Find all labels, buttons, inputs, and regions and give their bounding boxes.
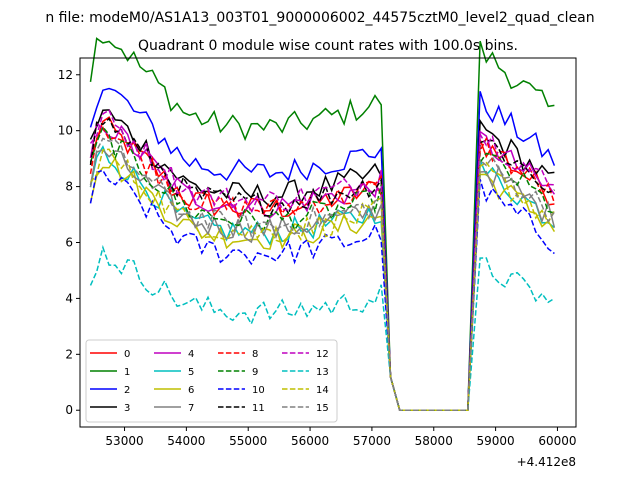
series-line-2 (89, 87, 556, 411)
legend-label-3: 3 (124, 403, 130, 414)
x-tick-label: 54000 (167, 434, 205, 448)
legend-box (85, 339, 338, 423)
legend-label-11: 11 (252, 403, 265, 414)
legend-label-2: 2 (124, 385, 130, 396)
y-tick-label: 10 (58, 124, 73, 138)
legend-label-7: 7 (188, 403, 194, 414)
legend-label-8: 8 (252, 349, 258, 360)
x-offset-label: +4.412e8 (517, 455, 576, 469)
legend-label-5: 5 (188, 367, 194, 378)
x-tick-label: 60000 (538, 434, 576, 448)
y-tick-label: 0 (65, 403, 73, 417)
series-line-15 (89, 137, 556, 411)
x-tick-label: 53000 (105, 434, 143, 448)
y-tick-label: 12 (58, 68, 73, 82)
x-tick-label: 57000 (353, 434, 391, 448)
series-line-14 (89, 148, 556, 411)
y-axis: 0 2 4 6 8 10 12 (58, 68, 80, 417)
chart-title: Quadrant 0 module wise count rates with … (138, 38, 518, 54)
series-line-12 (89, 109, 555, 411)
legend-label-14: 14 (316, 385, 329, 396)
x-axis: 53000 54000 55000 56000 57000 58000 59000 60000 (105, 427, 577, 448)
x-tick-label: 55000 (229, 434, 267, 448)
legend-label-13: 13 (316, 367, 329, 378)
y-tick-label: 8 (65, 180, 73, 194)
y-tick-label: 6 (65, 236, 73, 250)
y-tick-label: 2 (65, 347, 73, 361)
legend-label-6: 6 (188, 385, 194, 396)
y-tick-label: 4 (65, 291, 73, 305)
x-tick-label: 59000 (477, 434, 515, 448)
legend-label-9: 9 (252, 367, 258, 378)
legend-label-1: 1 (124, 367, 130, 378)
legend-label-12: 12 (316, 349, 329, 360)
legend-label-15: 15 (316, 403, 329, 414)
x-tick-label: 56000 (291, 434, 329, 448)
legend-label-0: 0 (124, 349, 130, 360)
suptitle: n file: modeM0/AS1A13_003T01_9000006002_… (45, 10, 594, 26)
plot-lines (89, 37, 556, 411)
series-line-13 (89, 244, 555, 411)
legend-label-10: 10 (252, 385, 265, 396)
x-tick-label: 58000 (415, 434, 453, 448)
series-line-1 (89, 37, 555, 411)
legend-label-4: 4 (188, 349, 194, 360)
